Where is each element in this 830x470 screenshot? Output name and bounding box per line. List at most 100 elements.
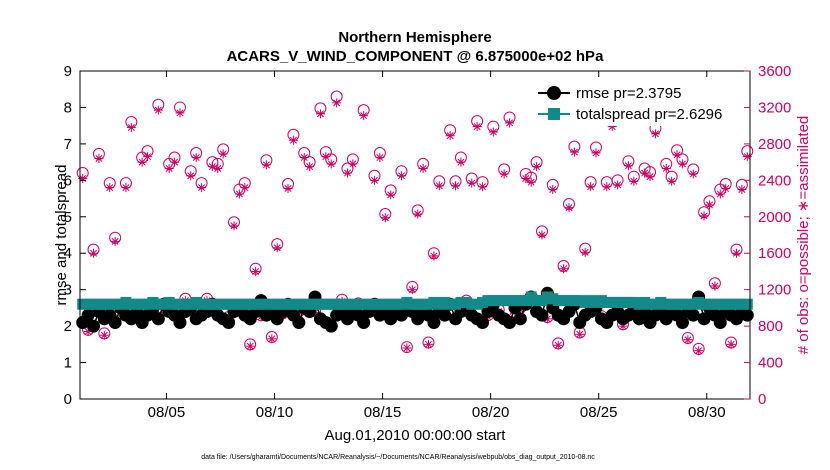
y2-tick-label: 3600 bbox=[758, 63, 791, 80]
rmse-point bbox=[503, 315, 517, 329]
obs-assimilated-point bbox=[153, 105, 163, 115]
y-axis-label: rmse and totalspread bbox=[53, 165, 70, 306]
rmse-point bbox=[438, 308, 452, 322]
plot-frame bbox=[79, 70, 751, 400]
obs-assimilated-point bbox=[667, 176, 677, 186]
obs-assimilated-point bbox=[580, 247, 590, 257]
obs-assimilated-point bbox=[234, 189, 244, 199]
obs-assimilated-point bbox=[591, 148, 601, 158]
y-tick-label: 7 bbox=[64, 136, 72, 153]
obs-assimilated-point bbox=[602, 182, 612, 192]
obs-assimilated-point bbox=[305, 162, 315, 172]
obs-assimilated-point bbox=[369, 175, 379, 185]
obs-assimilated-point bbox=[424, 339, 434, 349]
obs-assimilated-point bbox=[629, 176, 639, 186]
obs-assimilated-point bbox=[532, 162, 542, 172]
rmse-point bbox=[675, 315, 689, 329]
obs-assimilated-point bbox=[321, 152, 331, 162]
rmse-point bbox=[151, 312, 165, 326]
obs-assimilated-point bbox=[472, 122, 482, 132]
obs-assimilated-point bbox=[726, 339, 736, 349]
y2-tick-label: 2400 bbox=[758, 172, 791, 189]
x-tick-label: 08/20 bbox=[472, 404, 510, 421]
totalspread-point bbox=[741, 298, 753, 310]
rmse-point bbox=[513, 312, 527, 326]
rmse-point bbox=[324, 319, 338, 333]
obs-assimilated-point bbox=[731, 248, 741, 258]
rmse-point bbox=[697, 312, 711, 326]
y2-tick-label: 1200 bbox=[758, 282, 791, 299]
obs-assimilated-point bbox=[704, 200, 714, 210]
rmse-point bbox=[659, 312, 673, 326]
obs-assimilated-point bbox=[575, 329, 585, 339]
obs-assimilated-point bbox=[672, 150, 682, 160]
obs-assimilated-point bbox=[386, 190, 396, 200]
y2-tick-label: 2000 bbox=[758, 209, 791, 226]
obs-assimilated-point bbox=[499, 169, 509, 179]
obs-assimilated-point bbox=[218, 149, 228, 159]
obs-possible-point bbox=[400, 341, 413, 354]
obs-assimilated-point bbox=[623, 161, 633, 171]
y-tick-label: 9 bbox=[64, 63, 72, 80]
rmse-point bbox=[222, 315, 236, 329]
y-tick-label: 5 bbox=[64, 209, 72, 226]
y2-tick-label: 400 bbox=[758, 355, 783, 372]
obs-assimilated-point bbox=[699, 211, 709, 221]
rmse-point bbox=[713, 315, 727, 329]
obs-assimilated-point bbox=[191, 153, 201, 163]
obs-assimilated-point bbox=[418, 163, 428, 173]
tick-layer: 0 1 2 3 4 5 6 7 8 9 0 400 800 1200 1600 2000 2400 2800 320… bbox=[64, 63, 792, 421]
obs-assimilated-point bbox=[299, 153, 309, 163]
obs-assimilated-point bbox=[326, 159, 336, 169]
obs-assimilated-point bbox=[110, 236, 120, 246]
obs-assimilated-point bbox=[677, 159, 687, 169]
obs-assimilated-point bbox=[105, 183, 115, 193]
obs-assimilated-point bbox=[429, 251, 439, 261]
obs-assimilated-point bbox=[402, 343, 412, 353]
obs-assimilated-point bbox=[94, 153, 104, 163]
obs-assimilated-point bbox=[197, 183, 207, 193]
x-tick-label: 08/10 bbox=[256, 404, 294, 421]
obs-assimilated-point bbox=[548, 184, 558, 194]
obs-assimilated-point bbox=[451, 181, 461, 191]
obs-assimilated-point bbox=[737, 184, 747, 194]
x-tick-label: 08/25 bbox=[580, 404, 618, 421]
obs-assimilated-point bbox=[272, 243, 282, 253]
obs-assimilated-point bbox=[121, 183, 131, 193]
obs-assimilated-point bbox=[359, 111, 369, 121]
obs-assimilated-point bbox=[688, 169, 698, 179]
x-tick-label: 08/05 bbox=[148, 404, 186, 421]
obs-assimilated-point bbox=[505, 118, 515, 128]
chart-title: Northern Hemisphere bbox=[338, 29, 491, 46]
legend-totalspread-label: totalspread pr=2.6296 bbox=[576, 106, 722, 123]
y2-tick-label: 1600 bbox=[758, 245, 791, 262]
obs-assimilated-point bbox=[456, 157, 466, 167]
obs-assimilated-point bbox=[613, 180, 623, 190]
obs-assimilated-point bbox=[89, 248, 99, 258]
obs-assimilated-point bbox=[413, 209, 423, 219]
legend-rmse-marker bbox=[547, 86, 561, 100]
obs-assimilated-point bbox=[559, 264, 569, 274]
rmse-point bbox=[108, 315, 122, 329]
obs-assimilated-point bbox=[186, 171, 196, 181]
obs-assimilated-point bbox=[315, 109, 325, 119]
obs-assimilated-point bbox=[175, 108, 185, 118]
rmse-point bbox=[292, 315, 306, 329]
obs-assimilated-point bbox=[261, 160, 271, 170]
obs-assimilated-point bbox=[375, 153, 385, 163]
obs-assimilated-point bbox=[380, 213, 390, 223]
obs-assimilated-point bbox=[240, 183, 250, 193]
obs-assimilated-point bbox=[164, 163, 174, 173]
obs-assimilated-point bbox=[229, 221, 239, 231]
rmse-point bbox=[87, 319, 101, 333]
obs-assimilated-point bbox=[99, 330, 109, 340]
chart-subtitle: ACARS_V_WIND_COMPONENT @ 6.875000e+02 hP… bbox=[227, 48, 605, 65]
obs-assimilated-point bbox=[564, 203, 574, 213]
obs-assimilated-point bbox=[526, 177, 536, 187]
y2-axis-label: # of obs: o=possible; ∗=assimilated bbox=[795, 116, 812, 355]
y-tick-label: 6 bbox=[64, 172, 72, 189]
rmse-point bbox=[173, 315, 187, 329]
y-tick-label: 4 bbox=[64, 245, 72, 262]
rmse-point bbox=[411, 312, 425, 326]
obs-assimilated-point bbox=[445, 131, 455, 141]
